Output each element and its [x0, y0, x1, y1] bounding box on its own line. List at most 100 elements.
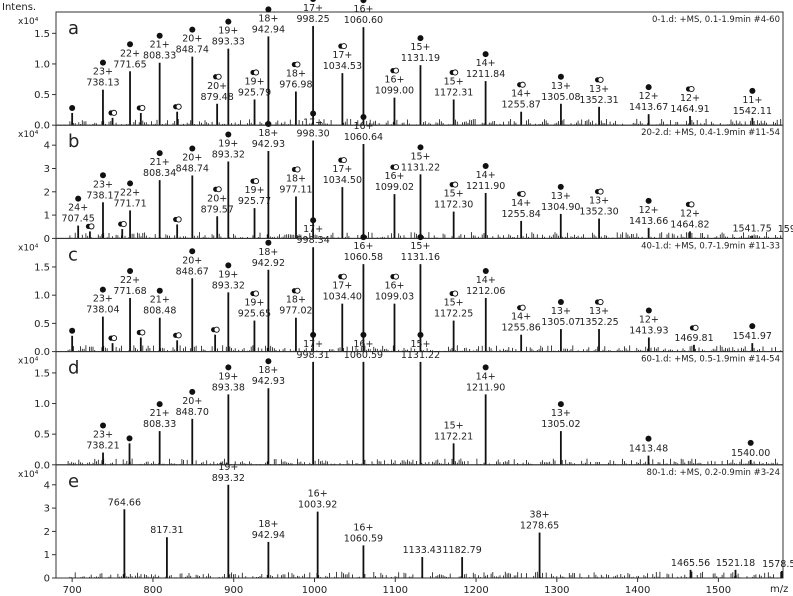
peak-mz-label: 1521.18 — [716, 558, 755, 569]
peak-mz-label: 1597.86 — [778, 224, 793, 235]
x-tick-label: 1500 — [706, 585, 731, 596]
peak-mz-label: 1131.16 — [401, 252, 440, 263]
open-circle-marker — [688, 85, 695, 93]
peak-mz-label: 1060.59 — [344, 533, 383, 544]
peak-mz-label: 1352.30 — [579, 207, 618, 218]
peak-charge-label: 16+ — [353, 121, 373, 132]
open-circle-marker — [252, 290, 259, 297]
open-circle-marker — [110, 109, 118, 116]
peak-charge-label: 20+ — [182, 152, 202, 163]
peak-charge-label: 23+ — [93, 430, 113, 441]
peak-charge-label: 13+ — [589, 196, 609, 207]
peak-charge-label: 19+ — [218, 371, 238, 382]
panel-c: c 40-1.d: +MS, 0.7-1.9min #11-33 x10⁴ 0.0 0.… — [18, 217, 784, 358]
y-tick-label: 1 — [44, 550, 50, 561]
open-circle-marker — [175, 216, 182, 223]
peak-mz-label: 771.68 — [113, 286, 146, 297]
peak-charge-label: 20+ — [207, 193, 227, 204]
peak-charge-label: 15+ — [444, 420, 464, 431]
filled-circle-marker — [749, 87, 756, 94]
peak-charge-label: 24+ — [68, 203, 88, 214]
filled-circle-marker — [99, 59, 106, 66]
x-tick-label: 900 — [224, 585, 243, 596]
y-tick-label: 0.5 — [34, 319, 50, 330]
peak-charge-label: 20+ — [182, 34, 202, 45]
filled-circle-marker — [645, 435, 652, 442]
open-circle-marker — [120, 221, 127, 228]
y-tick-label: 1.0 — [34, 59, 50, 70]
filled-circle-marker — [126, 435, 133, 442]
intensity-scale-label: x10⁴ — [18, 243, 39, 253]
open-circle-marker — [175, 332, 182, 339]
peak-charge-label: 19+ — [218, 462, 238, 473]
open-circle-marker — [692, 324, 699, 331]
peak-mz-label: 998.31 — [296, 350, 329, 361]
peak-charge-label: 13+ — [551, 191, 571, 202]
peak-mz-label: 1465.56 — [671, 558, 710, 569]
filled-circle-marker — [749, 323, 756, 330]
filled-circle-marker — [265, 239, 272, 246]
filled-circle-marker — [482, 268, 489, 274]
peak-charge-label: 20+ — [207, 81, 227, 92]
peak-mz-label: 1541.97 — [733, 331, 772, 342]
peak-mz-label: 1003.92 — [298, 500, 337, 511]
peak-charge-label: 21+ — [150, 295, 170, 306]
peak-charge-label: 12+ — [680, 208, 700, 219]
y-tick-label: 0.0 — [34, 347, 50, 358]
peak-mz-label: 1182.79 — [442, 545, 481, 556]
peak-charge-label: 13+ — [551, 81, 571, 92]
peak-charge-label: 13+ — [589, 306, 609, 317]
peak-mz-label: 808.34 — [143, 168, 176, 179]
filled-circle-marker — [225, 131, 232, 138]
open-circle-marker — [215, 73, 222, 80]
filled-circle-marker — [127, 180, 134, 187]
peak-mz-label: 817.31 — [150, 525, 183, 536]
filled-circle-marker — [417, 144, 424, 151]
peak-mz-label: 1352.31 — [579, 95, 618, 106]
filled-circle-marker — [360, 331, 367, 338]
peak-mz-label: 1305.02 — [541, 419, 580, 430]
panel-letter: e — [68, 471, 79, 492]
open-circle-marker — [294, 166, 301, 173]
open-circle-marker — [519, 304, 526, 311]
filled-circle-marker — [156, 150, 163, 157]
filled-circle-marker — [645, 84, 652, 91]
panel-header: 20-2.d: +MS, 0.4-1.9min #11-54 — [641, 128, 780, 138]
filled-circle-marker — [69, 104, 76, 111]
peak-charge-label: 19+ — [244, 185, 264, 196]
peak-mz-label: 1131.22 — [401, 350, 440, 361]
peak-charge-label: 20+ — [182, 396, 202, 407]
peak-mz-label: 942.93 — [252, 139, 285, 150]
y-tick-label: 4 — [44, 480, 50, 491]
peak-charge-label: 19+ — [218, 269, 238, 280]
peak-mz-label: 1211.90 — [466, 382, 505, 393]
peak-charge-label: 16+ — [353, 339, 373, 350]
baseline-noise-trace — [67, 232, 782, 239]
y-tick-label: 1.5 — [34, 368, 50, 379]
peak-charge-label: 12+ — [680, 93, 700, 104]
peak-mz-label: 1131.19 — [401, 53, 440, 64]
peak-charge-label: 15+ — [410, 339, 430, 350]
filled-circle-marker — [99, 286, 106, 293]
open-circle-marker — [452, 181, 459, 188]
baseline-noise-trace — [69, 118, 782, 126]
peak-mz-label: 1304.90 — [541, 202, 580, 213]
y-tick-label: 0.5 — [34, 430, 50, 441]
open-circle-marker — [392, 67, 400, 74]
y-tick-label: 4 — [44, 141, 50, 152]
filled-circle-marker — [100, 422, 107, 429]
peak-mz-label: 925.65 — [238, 309, 271, 320]
baseline-noise-trace — [69, 571, 782, 578]
x-tick-label: 1200 — [463, 585, 488, 596]
peak-charge-label: 13+ — [551, 408, 571, 419]
peak-charge-label: 18+ — [258, 13, 278, 24]
peak-charge-label: 17+ — [332, 281, 352, 292]
filled-circle-marker — [645, 307, 652, 314]
peak-mz-label: 808.48 — [143, 306, 176, 317]
panel-letter: b — [68, 131, 79, 152]
peak-mz-label: 1172.21 — [434, 431, 473, 442]
peak-charge-label: 19+ — [244, 298, 264, 309]
spectrum-panels: a 0-1.d: +MS, 0.1-1.9min #4-60x10⁴0.00.51… — [18, 0, 793, 585]
open-circle-marker — [139, 104, 146, 111]
filled-circle-marker — [645, 197, 652, 204]
